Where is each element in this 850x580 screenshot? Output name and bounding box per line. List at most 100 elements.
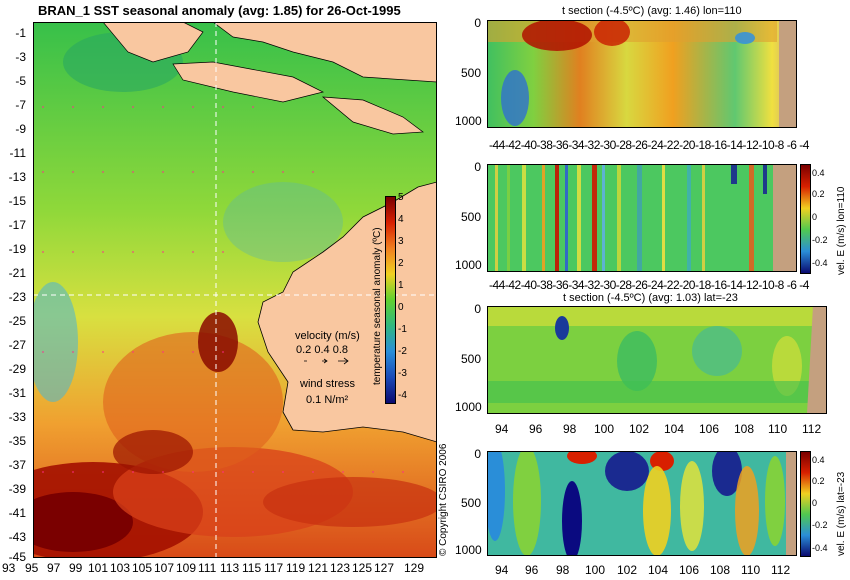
cbar-tick: -3 bbox=[398, 368, 407, 379]
lon-tick: 111 bbox=[198, 561, 217, 575]
p4-cbar-tick: -0.4 bbox=[812, 543, 828, 553]
lat-tick: -43 bbox=[8, 530, 26, 544]
p2-xtick: -6 bbox=[786, 278, 797, 292]
lat-tick: -11 bbox=[9, 146, 26, 160]
p1-xtick: -6 bbox=[786, 138, 797, 152]
p3-xtick: 94 bbox=[495, 422, 509, 436]
sst-map bbox=[33, 22, 437, 558]
p4-ytick: 1000 bbox=[455, 543, 482, 557]
p1-ytick: 0 bbox=[474, 16, 481, 30]
lon-tick: 121 bbox=[308, 561, 329, 575]
panel2-plot bbox=[487, 164, 797, 272]
p3-ytick: 1000 bbox=[455, 400, 482, 414]
p1-xtick: -28 bbox=[615, 138, 632, 152]
lon-tick: 125 bbox=[352, 561, 373, 575]
lat-tick: -23 bbox=[8, 290, 26, 304]
p1-xtick: -16 bbox=[710, 138, 727, 152]
p4-xtick: 98 bbox=[556, 563, 570, 577]
p2-xtick: -12 bbox=[742, 278, 759, 292]
p4-ytick: 0 bbox=[474, 447, 481, 461]
lat-tick: -19 bbox=[8, 242, 26, 256]
p2-xtick: -10 bbox=[758, 278, 775, 292]
p1-xtick: -30 bbox=[599, 138, 616, 152]
map-lon-axis: 93 95 97 99 101 103 105 107 109 111 113 … bbox=[0, 561, 450, 579]
p2-xtick: -16 bbox=[710, 278, 727, 292]
map-lat-axis: -1 -3 -5 -7 -9 -11 -13 -15 -17 -19 -21 -… bbox=[0, 22, 30, 564]
p1-xtick: -22 bbox=[663, 138, 680, 152]
lon-tick: 95 bbox=[25, 561, 39, 575]
sst-colorbar-label: temperature seasonal anomaly (ºC) bbox=[372, 227, 383, 385]
p2-xtick: -34 bbox=[568, 278, 585, 292]
p4-cbar-tick: -0.2 bbox=[812, 520, 828, 530]
p1-xtick: -40 bbox=[520, 138, 537, 152]
lat-tick: -45 bbox=[8, 550, 26, 564]
p2-xtick: -24 bbox=[647, 278, 664, 292]
lon-tick: 109 bbox=[176, 561, 197, 575]
lat-tick: -5 bbox=[15, 74, 26, 88]
p3-xtick: 106 bbox=[699, 422, 720, 436]
p3-ytick: 0 bbox=[474, 302, 481, 316]
p1-xtick: -12 bbox=[742, 138, 759, 152]
panel4-cbar-label: vel. E (m/s) lat=-23 bbox=[836, 471, 847, 556]
panel2-cbar-label: vel. E (m/s) lon=110 bbox=[836, 186, 847, 275]
lat-tick: -15 bbox=[8, 194, 26, 208]
panel4-plot bbox=[487, 451, 797, 556]
p2-ytick: 1000 bbox=[455, 258, 482, 272]
p3-xtick: 102 bbox=[629, 422, 650, 436]
panel1-plot bbox=[487, 20, 797, 128]
lon-tick: 97 bbox=[47, 561, 61, 575]
p3-xtick: 104 bbox=[664, 422, 685, 436]
cbar-tick: 1 bbox=[398, 280, 404, 291]
lat-tick: -29 bbox=[8, 362, 26, 376]
p2-xtick: -44 bbox=[489, 278, 505, 292]
copyright: © Copyright CSIRO 2006 bbox=[438, 443, 449, 556]
p1-xticks: -44-42-40-38-36-34-32-30-28-26-24-22-20-… bbox=[489, 138, 829, 152]
p1-xtick: -32 bbox=[584, 138, 600, 152]
p2-xtick: -30 bbox=[599, 278, 616, 292]
lon-tick: 115 bbox=[242, 561, 262, 575]
cbar-tick: 2 bbox=[398, 258, 404, 269]
lon-tick: 123 bbox=[330, 561, 351, 575]
lat-tick: -21 bbox=[8, 266, 26, 280]
p4-xtick: 106 bbox=[679, 563, 700, 577]
lat-tick: -9 bbox=[15, 122, 26, 136]
p2-xtick: -38 bbox=[536, 278, 553, 292]
cbar-tick: 3 bbox=[398, 236, 404, 247]
p4-xtick: 100 bbox=[585, 563, 606, 577]
p4-cbar-tick: 0.4 bbox=[812, 455, 825, 465]
p1-xtick: -4 bbox=[799, 138, 809, 152]
velocity-arrows bbox=[302, 356, 352, 366]
p1-xtick: -34 bbox=[568, 138, 585, 152]
lon-tick: 103 bbox=[110, 561, 131, 575]
panel1-title: t section (-4.5ºC) (avg: 1.46) lon=110 bbox=[562, 5, 742, 17]
lon-tick: 105 bbox=[132, 561, 153, 575]
p2-cbar-tick: 0.4 bbox=[812, 168, 825, 178]
panel3-plot bbox=[487, 306, 827, 414]
lat-tick: -3 bbox=[15, 50, 26, 64]
sst-colorbar-ticks: 5 4 3 2 1 0 -1 -2 -3 -4 bbox=[398, 192, 412, 407]
lat-tick: -33 bbox=[8, 410, 26, 424]
p1-xtick: -18 bbox=[694, 138, 711, 152]
p2-xtick: -32 bbox=[584, 278, 600, 292]
p2-cbar-tick: -0.4 bbox=[812, 258, 828, 268]
p4-xtick: 108 bbox=[710, 563, 731, 577]
p2-xtick: -40 bbox=[520, 278, 537, 292]
p4-xtick: 110 bbox=[741, 563, 761, 577]
p4-cbar-tick: 0 bbox=[812, 498, 818, 508]
lat-tick: -1 bbox=[15, 26, 26, 40]
p2-xtick: -20 bbox=[679, 278, 695, 292]
p1-xtick: -14 bbox=[726, 138, 743, 152]
p2-xtick: -8 bbox=[774, 278, 784, 292]
p3-xtick: 98 bbox=[563, 422, 577, 436]
p1-ytick: 500 bbox=[460, 66, 481, 80]
p1-xtick: -8 bbox=[774, 138, 784, 152]
p1-xtick: -10 bbox=[758, 138, 775, 152]
p4-cbar-tick: 0.2 bbox=[812, 476, 825, 486]
p3-xtick: 108 bbox=[734, 422, 755, 436]
p1-xtick: -36 bbox=[552, 138, 569, 152]
cbar-tick: -1 bbox=[398, 324, 407, 335]
velocity-legend-label: velocity (m/s) bbox=[295, 330, 360, 342]
p1-xtick: -20 bbox=[679, 138, 695, 152]
cbar-tick: 0 bbox=[398, 302, 404, 313]
p3-xtick: 100 bbox=[594, 422, 615, 436]
